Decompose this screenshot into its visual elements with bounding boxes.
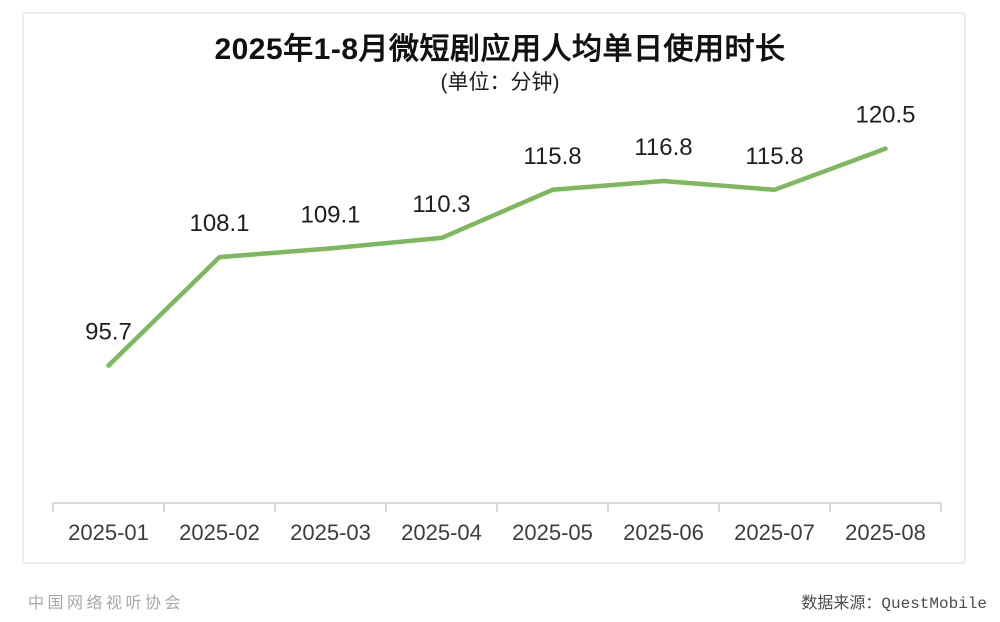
chart-card <box>22 12 966 564</box>
data-source-label: 数据来源：QuestMobile <box>801 595 987 613</box>
source-org-label: 中国网络视听协会 <box>28 595 185 612</box>
chart-title: 2025年1-8月微短剧应用人均单日使用时长 <box>214 33 786 66</box>
x-axis-label: 2025-05 <box>512 520 593 545</box>
data-label: 108.1 <box>189 210 249 237</box>
x-axis-label: 2025-02 <box>179 520 260 545</box>
data-label: 115.8 <box>523 143 581 170</box>
trend-line <box>106 146 888 368</box>
data-label: 116.8 <box>634 134 692 161</box>
chart-subtitle: (单位：分钟) <box>440 71 560 94</box>
data-label: 95.7 <box>85 319 132 346</box>
x-axis-label: 2025-07 <box>734 520 815 545</box>
data-label: 110.3 <box>412 191 470 218</box>
data-label: 115.8 <box>745 143 803 170</box>
x-axis-label: 2025-06 <box>623 520 704 545</box>
x-axis-label: 2025-04 <box>401 520 482 545</box>
x-axis-label: 2025-01 <box>68 520 149 545</box>
data-label: 120.5 <box>855 102 915 129</box>
x-axis-label: 2025-08 <box>845 520 926 545</box>
x-axis-label: 2025-03 <box>290 520 371 545</box>
data-label: 109.1 <box>300 201 360 228</box>
